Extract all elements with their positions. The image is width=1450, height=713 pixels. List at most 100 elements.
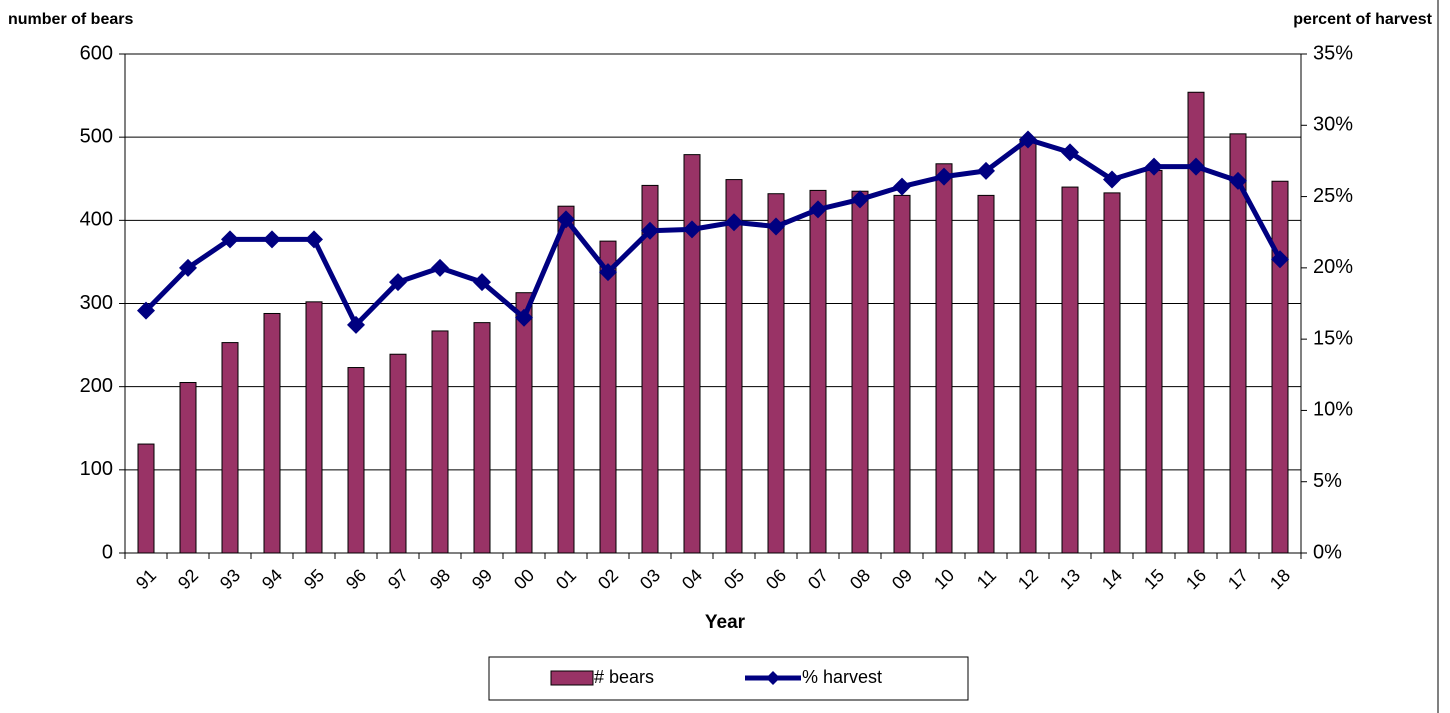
marker bbox=[1271, 250, 1289, 269]
marker bbox=[935, 167, 953, 186]
bar bbox=[473, 322, 491, 554]
legend-swatch bbox=[550, 670, 594, 686]
x-tick-label: 94 bbox=[258, 565, 286, 593]
y2-tick-label: 35% bbox=[1313, 42, 1353, 64]
bar bbox=[599, 240, 617, 554]
bar bbox=[431, 330, 449, 554]
marker bbox=[725, 213, 743, 232]
x-tick-label: 05 bbox=[720, 565, 748, 593]
bar bbox=[851, 190, 869, 554]
y2-tick-label: 10% bbox=[1313, 399, 1353, 421]
x-tick-label: 04 bbox=[678, 565, 706, 593]
bar bbox=[977, 194, 995, 554]
marker bbox=[809, 200, 827, 219]
y-tick-label: 500 bbox=[80, 125, 113, 147]
marker bbox=[767, 217, 785, 236]
marker bbox=[1145, 157, 1163, 176]
x-tick-label: 16 bbox=[1182, 565, 1210, 593]
marker bbox=[221, 230, 239, 249]
bar bbox=[1271, 180, 1289, 554]
bar bbox=[641, 184, 659, 554]
bar bbox=[893, 194, 911, 554]
y2-tick-label: 15% bbox=[1313, 327, 1353, 349]
marker bbox=[1229, 171, 1247, 190]
bar bbox=[683, 154, 701, 554]
bar bbox=[305, 301, 323, 554]
marker bbox=[179, 258, 197, 277]
x-tick-label: 14 bbox=[1098, 565, 1126, 593]
marker bbox=[977, 161, 995, 180]
x-tick-label: 12 bbox=[1014, 565, 1042, 593]
y2-axis-title: percent of harvest bbox=[1293, 11, 1432, 28]
marker bbox=[1061, 143, 1079, 162]
x-tick-label: 98 bbox=[426, 565, 454, 593]
marker bbox=[305, 230, 323, 249]
marker bbox=[137, 301, 155, 320]
y2-tick-label: 0% bbox=[1313, 541, 1342, 563]
marker bbox=[893, 177, 911, 196]
x-tick-label: 95 bbox=[300, 565, 328, 593]
x-tick-label: 08 bbox=[846, 565, 874, 593]
x-tick-label: 18 bbox=[1266, 565, 1294, 593]
bar bbox=[137, 443, 155, 554]
x-tick-label: 13 bbox=[1056, 565, 1084, 593]
bar bbox=[221, 342, 239, 554]
x-tick-label: 01 bbox=[552, 565, 580, 593]
legend-label: # bears bbox=[594, 667, 654, 687]
y-tick-label: 0 bbox=[102, 541, 113, 563]
bar bbox=[809, 189, 827, 554]
x-tick-label: 91 bbox=[132, 565, 160, 593]
x-tick-label: 97 bbox=[384, 565, 412, 593]
marker bbox=[263, 230, 281, 249]
y-tick-label: 300 bbox=[80, 292, 113, 314]
bar bbox=[767, 193, 785, 554]
marker bbox=[347, 315, 365, 334]
marker bbox=[389, 273, 407, 292]
marker bbox=[641, 221, 659, 240]
marker bbox=[599, 263, 617, 282]
y2-tick-label: 30% bbox=[1313, 114, 1353, 136]
bar bbox=[557, 205, 575, 554]
x-tick-label: 96 bbox=[342, 565, 370, 593]
marker bbox=[557, 210, 575, 229]
x-tick-label: 15 bbox=[1140, 565, 1168, 593]
x-tick-label: 07 bbox=[804, 565, 832, 593]
bar bbox=[1019, 139, 1037, 554]
bar bbox=[1145, 169, 1163, 554]
bar bbox=[179, 382, 197, 554]
y2-tick-label: 20% bbox=[1313, 256, 1353, 278]
marker bbox=[1019, 130, 1037, 149]
x-tick-label: 02 bbox=[594, 565, 622, 593]
y2-tick-label: 5% bbox=[1313, 470, 1342, 492]
y-axis-title: number of bears bbox=[8, 11, 133, 28]
marker bbox=[1103, 170, 1121, 189]
bar bbox=[263, 312, 281, 554]
bar bbox=[347, 367, 365, 554]
x-tick-label: 17 bbox=[1224, 565, 1252, 593]
bar bbox=[1229, 133, 1247, 554]
line bbox=[144, 137, 1283, 328]
x-tick-label: 11 bbox=[973, 565, 1000, 592]
x-axis-title: Year bbox=[705, 612, 746, 633]
bar bbox=[1061, 186, 1079, 554]
x-tick-label: 09 bbox=[888, 565, 916, 593]
x-tick-label: 92 bbox=[174, 565, 202, 593]
y-tick-label: 100 bbox=[80, 458, 113, 480]
marker bbox=[431, 258, 449, 277]
legend-marker bbox=[766, 671, 780, 685]
marker bbox=[1187, 157, 1205, 176]
y-tick-label: 200 bbox=[80, 375, 113, 397]
bar bbox=[515, 292, 533, 554]
x-tick-label: 00 bbox=[510, 565, 538, 593]
x-tick-label: 10 bbox=[930, 565, 958, 593]
bar bbox=[1103, 192, 1121, 554]
x-tick-label: 03 bbox=[636, 565, 664, 593]
y-tick-label: 400 bbox=[80, 209, 113, 231]
marker bbox=[473, 273, 491, 292]
x-tick-label: 93 bbox=[216, 565, 244, 593]
y-tick-label: 600 bbox=[80, 42, 113, 64]
legend-label: % harvest bbox=[802, 667, 882, 687]
marker bbox=[683, 220, 701, 239]
bar bbox=[935, 163, 953, 554]
